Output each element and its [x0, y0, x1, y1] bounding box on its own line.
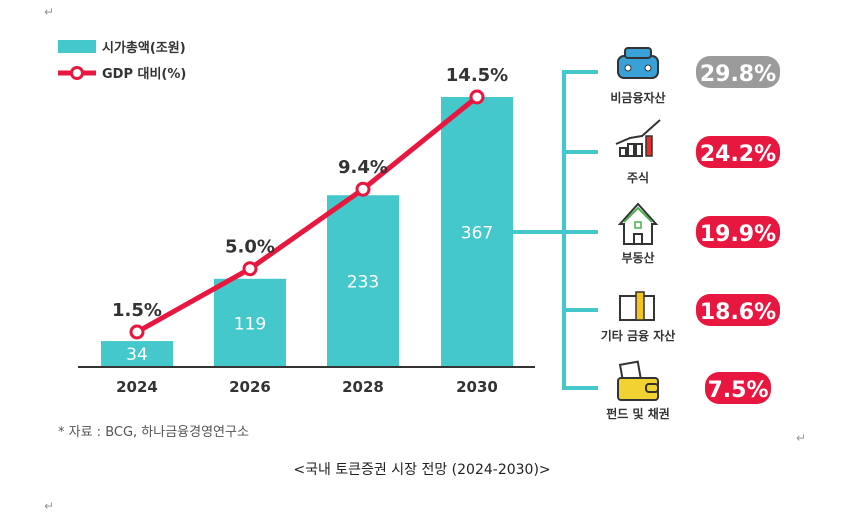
- breakdown-label: 비금융자산: [610, 90, 665, 105]
- bar: [214, 278, 286, 366]
- source-note: * 자료 : BCG, 하나금융경영연구소: [58, 425, 249, 440]
- car-icon: [617, 47, 659, 79]
- breakdown-label: 부동산: [621, 250, 654, 265]
- gdp-point: [469, 89, 485, 105]
- legend-bar-swatch: [58, 40, 96, 53]
- breakdown-value: 7.5%: [707, 378, 768, 403]
- breakdown-label: 펀드 및 채권: [606, 406, 670, 421]
- bar: [101, 341, 173, 366]
- legend-label: GDP 대비(%): [102, 67, 186, 82]
- return-mark: ↵: [44, 499, 54, 513]
- gdp-point: [355, 181, 371, 197]
- breakdown-value-badge: [696, 136, 780, 168]
- breakdown-value: 29.8%: [700, 62, 776, 87]
- x-tick-label: 2028: [342, 378, 384, 396]
- gdp-data-label: 5.0%: [225, 237, 275, 258]
- breakdown-value: 19.9%: [700, 222, 776, 247]
- gdp-point: [242, 261, 258, 277]
- x-tick-label: 2024: [116, 378, 158, 396]
- breakdown-value-badge: [696, 216, 780, 248]
- bar-value-label: 233: [347, 273, 379, 293]
- bar: [327, 195, 399, 366]
- gdp-data-label: 9.4%: [338, 157, 388, 178]
- breakdown-label: 기타 금융 자산: [601, 328, 676, 343]
- money-stack-icon: [619, 291, 655, 321]
- x-tick-label: 2026: [229, 378, 271, 396]
- wallet-icon: [617, 360, 659, 401]
- house-icon: [617, 202, 659, 245]
- gdp-line: [135, 95, 479, 335]
- breakdown-value: 18.6%: [700, 300, 776, 325]
- return-mark: ↵: [44, 5, 54, 19]
- gdp-data-label: 1.5%: [112, 300, 162, 321]
- gdp-data-label: 14.5%: [446, 65, 508, 86]
- breakdown-value: 24.2%: [700, 142, 776, 167]
- breakdown-label: 주식: [627, 170, 649, 185]
- x-tick-label: 2030: [456, 378, 498, 396]
- breakdown-value-badge: [696, 56, 780, 88]
- return-mark: ↵: [796, 431, 806, 445]
- breakdown-value-badge: [696, 294, 780, 326]
- bar-value-label: 119: [234, 314, 266, 334]
- legend-line-marker: [70, 66, 84, 80]
- stock-chart-icon: [615, 119, 661, 157]
- breakdown-value-badge: [705, 372, 771, 404]
- legend-label: 시가총액(조원): [102, 40, 186, 56]
- figure-caption: <국내 토큰증권 시장 전망 (2024-2030)>: [293, 462, 550, 478]
- bar: [441, 97, 513, 366]
- bar-value-label: 367: [461, 224, 493, 244]
- gdp-point: [129, 324, 145, 340]
- bar-value-label: 34: [126, 345, 148, 365]
